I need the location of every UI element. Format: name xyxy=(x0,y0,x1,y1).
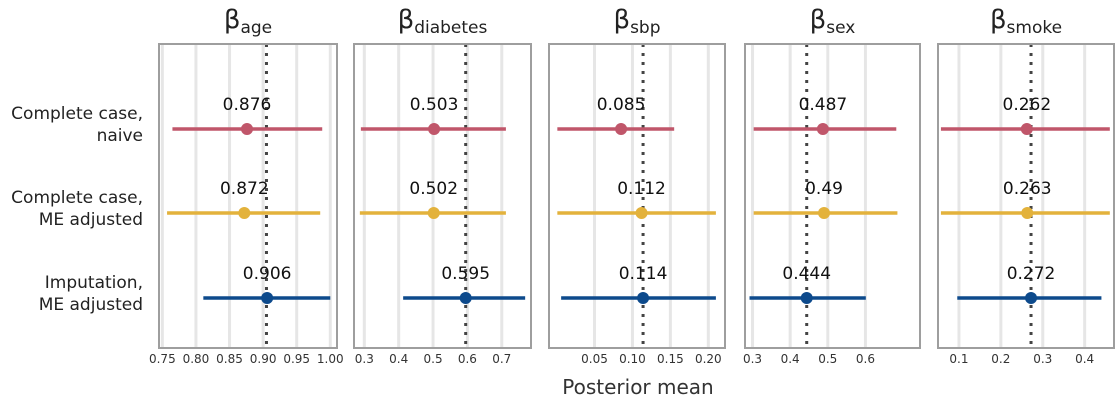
row-label: Complete case, naive xyxy=(11,104,143,146)
panel-border xyxy=(548,43,726,349)
point-estimate xyxy=(1025,292,1038,304)
point-estimate xyxy=(1021,207,1034,219)
tick-label: 1.00 xyxy=(317,352,344,366)
panel-age: 0.876 0.872 0.906 0.75 0.80 0.85 0.90 0.95 1.00 β… xyxy=(149,5,344,366)
panel-diabetes: 0.503 0.502 0.595 0.3 0.4 0.5 0.6 0.7 βdiabetes xyxy=(353,5,532,366)
tick-label: 0.85 xyxy=(216,352,243,366)
point-estimate xyxy=(261,292,274,304)
value-label: 0.085 xyxy=(597,95,646,115)
panel-border xyxy=(937,43,1115,349)
value-label: 0.872 xyxy=(220,179,269,199)
value-label: 0.262 xyxy=(1003,95,1052,115)
panel-title: βsbp xyxy=(613,5,660,38)
panel-title: βdiabetes xyxy=(398,5,488,38)
panels: 0.876 0.872 0.906 0.75 0.80 0.85 0.90 0.95 1.00 β… xyxy=(149,5,1115,366)
value-label: 0.876 xyxy=(223,95,272,115)
value-label: 0.49 xyxy=(805,179,843,199)
row-labels: Complete case, naive Complete case, ME adju… xyxy=(11,104,143,315)
tick-label: 0.4 xyxy=(1075,352,1094,366)
tick-label: 0.20 xyxy=(695,352,722,366)
tick-label: 0.7 xyxy=(492,352,511,366)
tick-label: 0.75 xyxy=(149,352,176,366)
point-estimate xyxy=(816,123,829,135)
point-estimate xyxy=(240,123,253,135)
panel-smoke: 0.262 0.263 0.272 0.1 0.2 0.3 0.4 βsmoke xyxy=(937,5,1115,366)
tick-label: 0.3 xyxy=(1033,352,1052,366)
panel-title: βsex xyxy=(810,5,856,38)
point-estimate xyxy=(637,292,650,304)
point-estimate xyxy=(800,292,813,304)
value-label: 0.502 xyxy=(409,179,458,199)
point-estimate xyxy=(428,123,441,135)
panel-border xyxy=(744,43,921,349)
tick-label: 0.4 xyxy=(781,352,800,366)
value-label: 0.272 xyxy=(1007,264,1056,284)
point-estimate xyxy=(635,207,648,219)
tick-label: 0.90 xyxy=(250,352,277,366)
tick-label: 0.6 xyxy=(458,352,477,366)
tick-label: 0.2 xyxy=(991,352,1010,366)
x-axis-title: Posterior mean xyxy=(562,375,713,399)
tick-label: 0.1 xyxy=(949,352,968,366)
value-label: 0.487 xyxy=(799,95,848,115)
row-label: Imputation, ME adjusted xyxy=(39,273,143,315)
value-label: 0.503 xyxy=(410,95,459,115)
panel-title: βsmoke xyxy=(990,5,1062,38)
panel-title: βage xyxy=(224,5,272,38)
tick-label: 0.80 xyxy=(183,352,210,366)
point-estimate xyxy=(238,207,251,219)
point-estimate xyxy=(615,123,628,135)
tick-label: 0.05 xyxy=(581,352,608,366)
panel-sbp: 0.085 0.112 0.114 0.05 0.10 0.15 0.20 βsbp xyxy=(548,5,726,366)
tick-label: 0.15 xyxy=(657,352,684,366)
tick-label: 0.95 xyxy=(283,352,310,366)
value-label: 0.906 xyxy=(243,264,292,284)
value-label: 0.114 xyxy=(619,264,668,284)
tick-label: 0.10 xyxy=(619,352,646,366)
point-estimate xyxy=(427,207,440,219)
point-estimate xyxy=(459,292,472,304)
value-label: 0.595 xyxy=(441,264,490,284)
value-label: 0.112 xyxy=(617,179,666,199)
tick-label: 0.5 xyxy=(424,352,443,366)
point-estimate xyxy=(818,207,831,219)
value-label: 0.263 xyxy=(1003,179,1052,199)
tick-label: 0.6 xyxy=(856,352,875,366)
panel-border xyxy=(353,43,532,349)
tick-label: 0.4 xyxy=(389,352,408,366)
row-label: Complete case, ME adjusted xyxy=(11,188,143,230)
panel-border xyxy=(158,43,338,349)
value-label: 0.444 xyxy=(782,264,831,284)
tick-label: 0.3 xyxy=(743,352,762,366)
panel-sex: 0.487 0.49 0.444 0.3 0.4 0.5 0.6 βsex xyxy=(743,5,921,366)
tick-label: 0.3 xyxy=(355,352,374,366)
point-estimate xyxy=(1020,123,1033,135)
tick-label: 0.5 xyxy=(818,352,837,366)
